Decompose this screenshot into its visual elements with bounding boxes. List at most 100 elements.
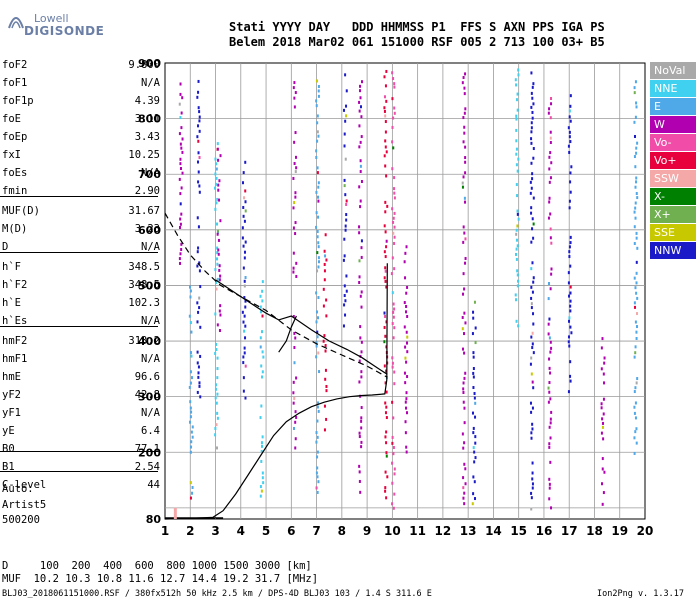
echo-point — [464, 200, 467, 204]
echo-point — [345, 199, 348, 203]
echo-point — [547, 386, 550, 390]
param-h-f: h`F 348.5 — [2, 261, 160, 273]
echo-point — [190, 330, 193, 334]
echo-point — [241, 236, 244, 240]
echo-point — [633, 86, 636, 90]
trace-solid — [215, 279, 388, 375]
echo-point — [548, 442, 551, 446]
echo-point — [360, 419, 363, 423]
echo-point — [405, 330, 408, 334]
echo-point — [549, 436, 552, 440]
echo-point — [385, 390, 388, 394]
echo-point — [633, 241, 636, 245]
echo-point — [405, 245, 408, 249]
echo-point — [390, 272, 393, 276]
echo-point — [462, 347, 465, 351]
echo-point — [636, 141, 639, 145]
echo-point — [198, 306, 201, 310]
echo-point — [242, 389, 245, 393]
echo-point — [549, 116, 552, 120]
echo-point — [404, 381, 407, 385]
echo-point — [463, 92, 466, 96]
echo-point — [530, 240, 533, 244]
echo-point — [531, 331, 534, 335]
echo-point — [548, 167, 551, 171]
echo-point — [635, 151, 638, 155]
echo-point — [343, 144, 346, 148]
muf-row: MUF 10.2 10.3 10.8 11.6 12.7 14.4 19.2 3… — [2, 573, 319, 585]
x-tick-label: 7 — [312, 524, 320, 538]
echo-point — [531, 471, 534, 475]
echo-point — [463, 462, 466, 466]
echo-point — [358, 100, 361, 104]
echo-point — [548, 390, 551, 394]
echo-point — [293, 331, 296, 335]
echo-point — [391, 365, 394, 369]
legend: NoVal NNE E W Vo- Vo+ SSW X- X+ SSE NNW — [650, 62, 696, 260]
echo-point — [324, 349, 327, 353]
echo-point — [242, 171, 245, 175]
echo-point — [549, 141, 552, 145]
echo-point — [531, 346, 534, 350]
echo-point — [218, 278, 221, 282]
echo-point — [216, 367, 219, 371]
echo-point — [316, 330, 319, 334]
echo-point — [548, 317, 551, 321]
echo-point — [383, 311, 386, 315]
echo-point — [601, 502, 604, 506]
echo-point — [570, 165, 573, 169]
echo-point — [179, 222, 182, 226]
param-foes: foEs N/A — [2, 167, 160, 179]
echo-point — [292, 266, 295, 270]
echo-point — [384, 314, 387, 318]
echo-point — [569, 119, 572, 123]
echo-point — [474, 441, 477, 445]
echo-point — [178, 102, 181, 106]
echo-point — [360, 370, 363, 374]
echo-point — [215, 176, 218, 180]
echo-point — [569, 325, 572, 329]
legend-item-ssw: SSW — [650, 170, 696, 187]
echo-point — [198, 269, 201, 273]
param-yf2: yF2 42.8 — [2, 389, 160, 401]
echo-point — [636, 246, 639, 250]
echo-point — [360, 375, 363, 379]
echo-point — [474, 401, 477, 405]
echo-point — [392, 216, 395, 220]
param-name: yF2 — [2, 389, 21, 401]
echo-point — [345, 114, 348, 118]
autoscale-line-2: Artist5 — [2, 499, 47, 511]
echo-point — [531, 217, 534, 221]
echo-point — [601, 421, 604, 425]
echo-point — [343, 237, 346, 241]
echo-point — [317, 181, 320, 185]
echo-point — [515, 83, 518, 87]
echo-point — [391, 125, 394, 129]
echo-point — [462, 140, 465, 144]
param-foe: foE 3.11 — [2, 113, 160, 125]
param-name: fxI — [2, 149, 21, 161]
echo-point — [530, 105, 533, 109]
echo-point — [197, 371, 200, 375]
param-value: 4.39 — [134, 95, 160, 107]
echo-point — [547, 297, 550, 301]
echo-point — [635, 231, 638, 235]
echo-point — [383, 364, 386, 368]
echo-point — [461, 81, 464, 85]
autoscale-line-1: Auto: — [2, 483, 34, 495]
echo-point — [549, 350, 552, 354]
echo-point — [515, 152, 518, 156]
echo-point — [343, 178, 346, 182]
echo-point — [516, 244, 519, 248]
echo-point — [294, 195, 297, 199]
echo-point — [358, 89, 361, 93]
echo-point — [292, 314, 295, 318]
echo-point — [462, 240, 465, 244]
echo-point — [531, 422, 534, 426]
echo-point — [295, 274, 298, 278]
echo-point — [635, 180, 638, 184]
echo-point — [516, 169, 519, 173]
echo-point — [532, 386, 535, 390]
echo-point — [217, 248, 220, 252]
echo-point — [385, 285, 388, 289]
